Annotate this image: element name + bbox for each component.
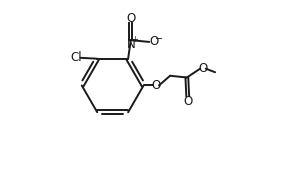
Text: O: O <box>152 79 161 92</box>
Text: N: N <box>126 38 135 51</box>
Text: O: O <box>183 95 192 108</box>
Text: O: O <box>126 12 135 25</box>
Text: −: − <box>155 34 163 44</box>
Text: O: O <box>150 35 159 48</box>
Text: O: O <box>199 62 208 75</box>
Text: +: + <box>131 35 138 44</box>
Text: Cl: Cl <box>70 51 82 64</box>
